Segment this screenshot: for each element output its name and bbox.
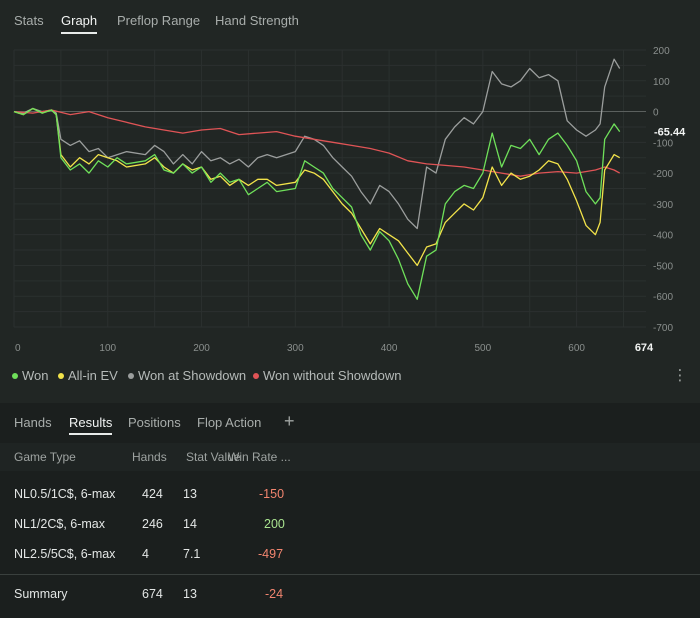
- legend-won-dot: [12, 372, 18, 379]
- table-row[interactable]: NL0.5/1C$, 6-max 424 13 -150: [0, 479, 700, 509]
- cell-game-type: NL1/2C$, 6-max: [14, 517, 106, 531]
- tab-stats[interactable]: Stats: [14, 13, 44, 28]
- col-game-type[interactable]: Game Type: [14, 450, 76, 464]
- y-tick-label: -700: [653, 323, 673, 334]
- y-tick-label: -100: [653, 138, 673, 149]
- legend-won-label: Won: [22, 368, 49, 383]
- cell-game-type: NL2.5/5C$, 6-max: [14, 547, 116, 561]
- legend-all-in-ev[interactable]: All-in EV: [58, 368, 118, 383]
- x-tick-label: 600: [568, 343, 585, 354]
- tab-hands[interactable]: Hands: [14, 415, 52, 430]
- cell-hands: 424: [142, 487, 163, 501]
- x-max-hand-label: 674: [635, 342, 654, 354]
- add-tab-icon[interactable]: +: [284, 411, 295, 431]
- cell-win-rate: -150: [259, 487, 285, 501]
- cell-win-rate: -497: [258, 547, 284, 561]
- y-tick-label: 100: [653, 77, 670, 88]
- y-tick-label: -500: [653, 261, 673, 272]
- tab-results[interactable]: Results: [69, 415, 113, 435]
- y-tick-label: -400: [653, 231, 673, 242]
- summary-hands: 674: [142, 587, 163, 601]
- legend-won-without-showdown[interactable]: Won without Showdown: [253, 368, 402, 383]
- series-line-won[interactable]: [13, 107, 621, 300]
- more-options-icon[interactable]: ⋮: [672, 367, 688, 384]
- cell-win-rate: 200: [264, 517, 285, 531]
- summary-win-rate: -24: [265, 587, 284, 601]
- tab-flop-action[interactable]: Flop Action: [197, 415, 262, 430]
- y-tick-label: 200: [653, 46, 670, 57]
- legend-won-without-showdown-label: Won without Showdown: [263, 368, 402, 383]
- col-win-rate[interactable]: Win Rate ...: [228, 450, 291, 464]
- cell-stat-value: 7.1: [183, 547, 201, 561]
- tab-positions[interactable]: Positions: [128, 415, 181, 430]
- series-line-all-in-ev[interactable]: [13, 107, 621, 267]
- x-tick-label: 300: [287, 343, 304, 354]
- col-stat-value[interactable]: Stat Value: [186, 450, 241, 464]
- cell-hands: 246: [142, 517, 163, 531]
- y-tick-label: 0: [653, 108, 659, 119]
- table-row[interactable]: NL2.5/5C$, 6-max 4 7.1 -497: [0, 539, 700, 569]
- legend-won[interactable]: Won: [12, 368, 49, 383]
- results-panel: Hands Results Positions Flop Action + Ga…: [0, 403, 700, 618]
- x-tick-label: 500: [474, 343, 491, 354]
- col-hands[interactable]: Hands: [132, 450, 167, 464]
- summary-divider: [0, 574, 700, 575]
- end-value-label: -65.44: [654, 127, 686, 139]
- legend-won-at-showdown-label: Won at Showdown: [138, 368, 247, 383]
- cell-hands: 4: [142, 547, 149, 561]
- legend-won-at-showdown[interactable]: Won at Showdown: [128, 368, 246, 383]
- x-tick-label: 100: [99, 343, 116, 354]
- series-line-won-at-showdown[interactable]: [13, 58, 621, 230]
- chart-legend: Won All-in EV Won at Showdown Won withou…: [0, 368, 700, 388]
- summary-label: Summary: [14, 587, 68, 601]
- x-tick-label: 0: [15, 343, 21, 354]
- graph-panel: Stats Graph Preflop Range Hand Strength …: [0, 0, 700, 388]
- table-header: Game Type Hands Stat Value Win Rate ...: [0, 443, 700, 471]
- top-tab-bar: Stats Graph Preflop Range Hand Strength: [0, 0, 700, 40]
- y-tick-label: -600: [653, 292, 673, 303]
- cell-stat-value: 14: [183, 517, 197, 531]
- summary-row[interactable]: Summary 674 13 -24: [0, 579, 700, 609]
- cell-game-type: NL0.5/1C$, 6-max: [14, 487, 116, 501]
- legend-won-without-showdown-dot: [253, 372, 259, 379]
- tab-graph[interactable]: Graph: [61, 13, 98, 34]
- summary-stat-value: 13: [183, 587, 197, 601]
- y-tick-label: -200: [653, 169, 673, 180]
- results-graph[interactable]: 200 100 0 -100 -200 -300 -400 -500 -600 -700 0 100 2…: [0, 40, 700, 362]
- table-row[interactable]: NL1/2C$, 6-max 246 14 200: [0, 509, 700, 539]
- x-tick-label: 200: [193, 343, 210, 354]
- legend-all-in-ev-dot: [58, 372, 64, 379]
- y-tick-label: -300: [653, 200, 673, 211]
- legend-won-at-showdown-dot: [128, 372, 134, 379]
- cell-stat-value: 13: [183, 487, 197, 501]
- tab-preflop-range[interactable]: Preflop Range: [117, 13, 201, 28]
- x-tick-label: 400: [381, 343, 398, 354]
- series-line-won-without-showdown[interactable]: [13, 109, 621, 177]
- legend-all-in-ev-label: All-in EV: [68, 368, 118, 383]
- bottom-tab-bar: Hands Results Positions Flop Action +: [0, 403, 700, 439]
- tab-hand-strength[interactable]: Hand Strength: [215, 13, 299, 28]
